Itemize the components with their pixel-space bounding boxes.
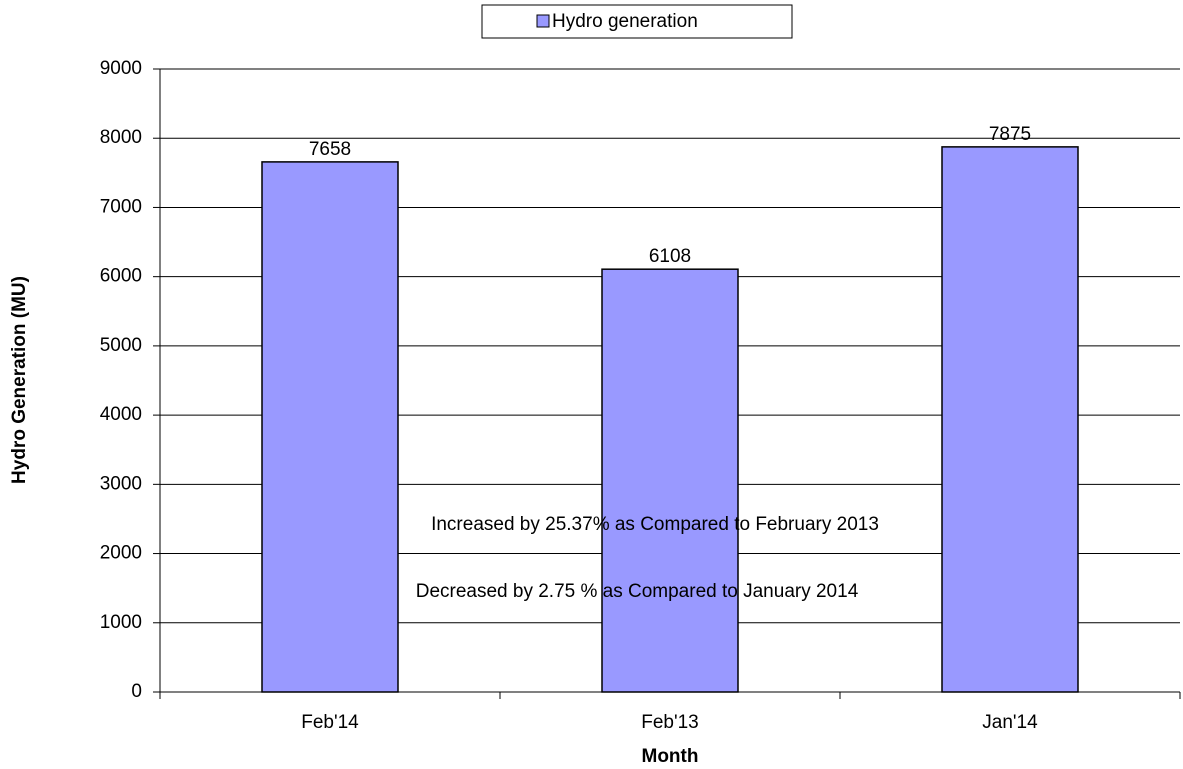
legend-box	[481, 4, 793, 39]
y-tick-label: 2000	[100, 543, 142, 564]
y-tick-label: 3000	[100, 473, 142, 494]
y-tick-label: 6000	[100, 266, 142, 287]
y-tick-label: 1000	[100, 612, 142, 633]
y-tick-label: 4000	[100, 404, 142, 425]
bar	[941, 146, 1079, 693]
y-tick-label: 9000	[100, 58, 142, 79]
x-axis-title: Month	[642, 746, 699, 767]
y-tick-label: 8000	[100, 127, 142, 148]
legend-label: Hydro generation	[552, 11, 698, 32]
annotation: Decreased by 2.75 % as Compared to Janua…	[416, 581, 859, 602]
y-tick-label: 7000	[100, 196, 142, 217]
data-label: 6108	[649, 246, 691, 267]
x-tick-label: Feb'13	[641, 712, 699, 733]
y-tick-label: 5000	[100, 335, 142, 356]
bar	[601, 268, 739, 693]
bar	[261, 161, 399, 693]
data-label: 7875	[989, 124, 1031, 145]
annotation: Increased by 25.37% as Compared to Febru…	[431, 514, 879, 535]
legend-swatch	[536, 14, 550, 28]
x-tick-label: Feb'14	[301, 712, 359, 733]
y-tick-label: 0	[131, 681, 142, 702]
x-tick-label: Jan'14	[982, 712, 1038, 733]
y-axis-title: Hydro Generation (MU)	[9, 276, 30, 484]
data-label: 7658	[309, 139, 351, 160]
